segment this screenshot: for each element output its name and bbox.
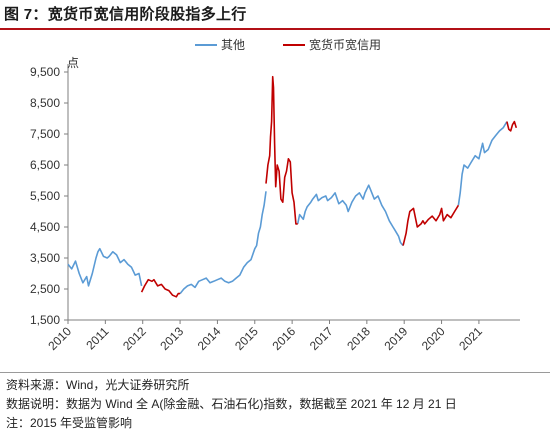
x-tick-label: 2015 bbox=[232, 324, 261, 353]
x-tick-label: 2012 bbox=[120, 324, 149, 353]
axes bbox=[68, 64, 520, 320]
x-tick-label: 2011 bbox=[83, 324, 111, 352]
x-tick-label: 2021 bbox=[456, 324, 485, 353]
legend-label-other: 其他 bbox=[221, 38, 245, 52]
x-tick-label: 2010 bbox=[45, 324, 74, 353]
y-axis-ticks: 1,500 2,500 3,500 4,500 5,500 6,500 7,500 8,500… bbox=[30, 65, 68, 327]
figure-title: 图 7：宽货币宽信用阶段股指多上行 bbox=[4, 3, 247, 24]
y-tick-label: 4,500 bbox=[30, 220, 60, 234]
x-tick-label: 2019 bbox=[382, 324, 411, 353]
y-tick-label: 9,500 bbox=[30, 65, 60, 79]
y-tick-label: 2,500 bbox=[30, 282, 60, 296]
data-description-note: 数据说明：数据为 Wind 全 A(除金融、石油石化)指数，数据截至 2021 … bbox=[6, 395, 457, 412]
x-tick-label: 2020 bbox=[419, 324, 448, 353]
y-tick-label: 1,500 bbox=[30, 313, 60, 327]
y-tick-label: 3,500 bbox=[30, 251, 60, 265]
series-line-other bbox=[458, 122, 507, 206]
series-line-easing bbox=[507, 122, 516, 131]
x-tick-label: 2017 bbox=[307, 324, 336, 353]
y-tick-label: 7,500 bbox=[30, 127, 60, 141]
legend: 其他 宽货币宽信用 bbox=[195, 37, 381, 52]
x-tick-label: 2013 bbox=[157, 324, 186, 353]
series-line-other bbox=[298, 185, 403, 245]
y-tick-label: 6,500 bbox=[30, 158, 60, 172]
series-line-easing bbox=[403, 205, 458, 245]
series-line-other bbox=[68, 249, 142, 286]
y-axis-unit-label: 点 bbox=[67, 56, 79, 70]
x-tick-label: 2016 bbox=[269, 324, 298, 353]
series-layer bbox=[68, 77, 516, 297]
footnote-rule bbox=[0, 372, 550, 373]
y-tick-label: 5,500 bbox=[30, 189, 60, 203]
series-line-easing bbox=[266, 77, 298, 224]
remark-note: 注：2015 年受监管影响 bbox=[6, 414, 132, 431]
x-tick-label: 2018 bbox=[344, 324, 373, 353]
y-tick-label: 8,500 bbox=[30, 96, 60, 110]
x-tick-label: 2014 bbox=[195, 324, 224, 353]
series-line-easing bbox=[142, 280, 181, 297]
series-line-other bbox=[180, 191, 266, 293]
index-line-chart: 1,500 2,500 3,500 4,500 5,500 6,500 7,500 8,500… bbox=[0, 30, 550, 372]
legend-label-easing: 宽货币宽信用 bbox=[309, 37, 381, 52]
x-axis-ticks: 2010 2011 2012 2013 2014 2015 2016 2017 2018 2019… bbox=[45, 320, 485, 353]
source-note: 资料来源：Wind，光大证券研究所 bbox=[6, 376, 189, 393]
